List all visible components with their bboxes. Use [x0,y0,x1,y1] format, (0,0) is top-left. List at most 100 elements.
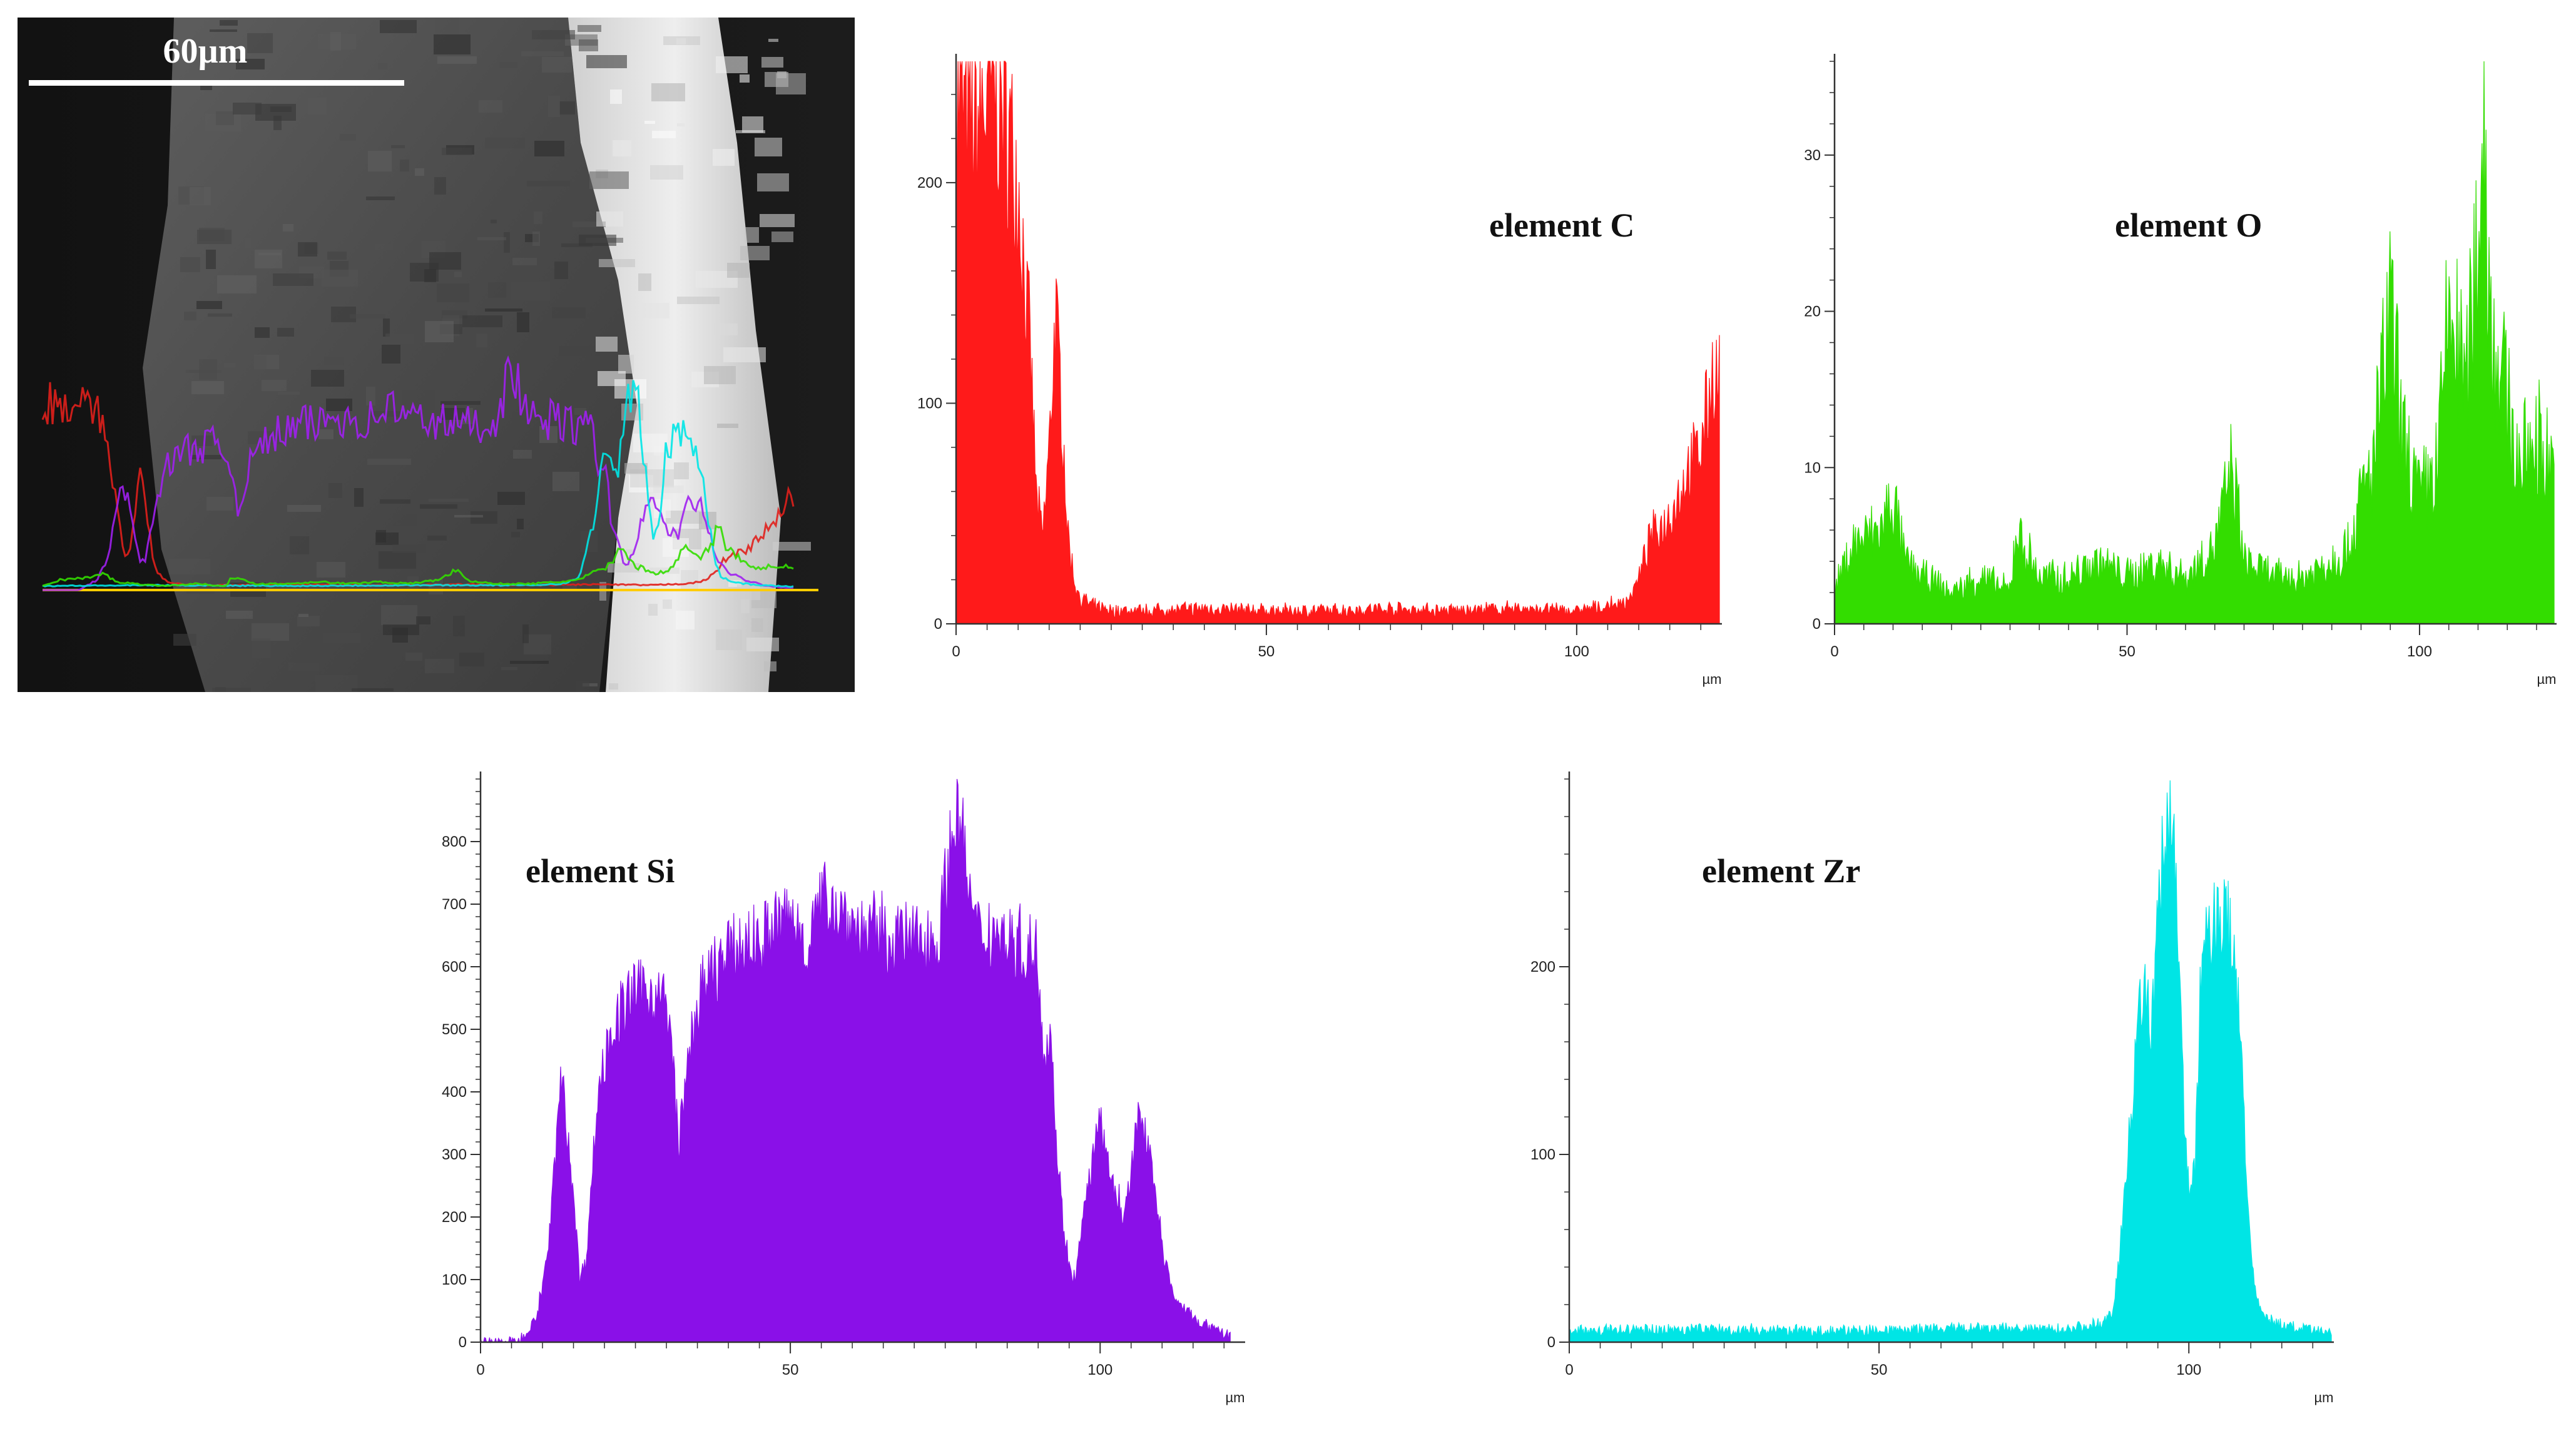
sem-grain [340,134,356,141]
y-tick-label: 100 [917,395,942,412]
chart-svg: 0 50 100 µm 0 10 20 30 element O [1804,54,2557,687]
sem-grain [402,390,435,410]
y-tick-label: 10 [1804,459,1821,476]
sem-grain [326,399,352,411]
y-tick-label: 100 [1530,1146,1555,1163]
sem-grain [677,297,720,304]
sem-grain [746,638,779,651]
chart-svg: 0 50 100 µm 0 100 200 element C [917,54,1722,687]
sem-grain [298,614,308,617]
sem-grain [500,155,515,176]
sem-grain [521,51,564,56]
sem-grain [681,570,698,591]
y-tick-label: 800 [442,833,467,850]
x-tick-label: 50 [782,1362,799,1378]
sem-grain [610,89,622,104]
x-tick-label: 50 [1871,1362,1888,1378]
x-axis-unit-label: µm [1225,1390,1245,1405]
sem-grain [415,168,424,176]
chart-svg: 0 50 100 µm 0 100 200 element Zr [1530,772,2334,1405]
y-tick-label: 200 [917,175,942,191]
x-tick-label: 0 [1565,1362,1573,1378]
sem-grain [328,483,342,498]
sem-grain [236,59,265,69]
sem-grain [476,334,487,347]
sem-grain [741,599,750,613]
sem-grain [247,33,273,53]
sem-grain [771,232,793,242]
sem-grain [352,688,394,691]
sem-grain [216,111,234,125]
sem-grain [416,616,430,624]
sem-image-panel: 60µm [18,18,855,696]
y-tick-label: 0 [1813,616,1821,633]
sem-grain [666,511,702,524]
sem-grain [596,211,623,227]
sem-grain [391,145,405,148]
sem-grain [380,20,417,33]
sem-grain [226,611,253,619]
sem-grain [596,337,618,352]
sem-grain [751,618,763,632]
sem-grain [534,141,564,156]
sem-grain [427,536,447,541]
x-tick-label: 100 [2176,1362,2201,1378]
sem-grain [208,313,232,317]
sem-grain [440,401,481,405]
sem-grain [618,355,634,374]
sem-grain [278,392,300,395]
sem-grain [454,515,483,517]
sem-grain [609,683,618,690]
sem-grain [380,499,410,504]
sem-grain [255,104,296,121]
x-tick-label: 0 [1830,643,1838,660]
sem-grain [354,488,364,507]
sem-grain [517,519,524,529]
sem-grain [579,235,616,246]
scale-bar-label: 60µm [163,32,248,71]
sem-grain [273,273,313,286]
sem-grain [385,334,414,344]
chart-element-si: 0 50 100 µm 0 100 200 300 400 500 600 700 800 element… [432,757,1270,1428]
sem-grain [308,98,327,115]
sem-grain [454,272,462,277]
x-tick-label: 100 [2407,643,2432,660]
sem-grain [366,196,395,200]
sem-grain [471,511,497,524]
x-tick-label: 50 [2119,643,2136,660]
sem-texture [169,18,811,696]
sem-grain [283,224,293,232]
x-axis-unit-label: µm [1702,671,1721,687]
sem-grain [676,38,686,44]
sem-grain [375,244,393,250]
scale-bar [29,80,404,86]
sem-grain [704,366,736,384]
sem-grain [190,187,211,205]
y-tick-label: 300 [442,1146,467,1163]
chart-element-zr: 0 50 100 µm 0 100 200 element Zr [1520,757,2359,1428]
sem-grain [191,435,213,446]
sem-grain [287,505,321,512]
sem-grain [651,83,685,101]
sem-grain [199,359,217,380]
sem-grain [184,312,196,320]
sem-grain [173,634,196,646]
series-area-element-c [955,61,1720,624]
sem-grain [648,604,658,616]
sem-grain [350,314,385,318]
sem-grain [262,380,287,391]
x-tick-label: 100 [1564,643,1589,660]
sem-grain [554,262,568,279]
y-tick-label: 600 [442,959,467,975]
sem-grain [552,472,579,491]
sem-grain [737,584,760,600]
sem-grain [477,237,506,240]
sem-grain [217,275,257,293]
sem-grain [429,499,469,502]
sem-grain [400,160,409,171]
sem-grain [324,357,344,365]
x-tick-label: 0 [952,643,960,660]
element-label: element Zr [1702,852,1860,890]
sem-grain [367,459,411,465]
y-tick-label: 0 [934,616,942,633]
